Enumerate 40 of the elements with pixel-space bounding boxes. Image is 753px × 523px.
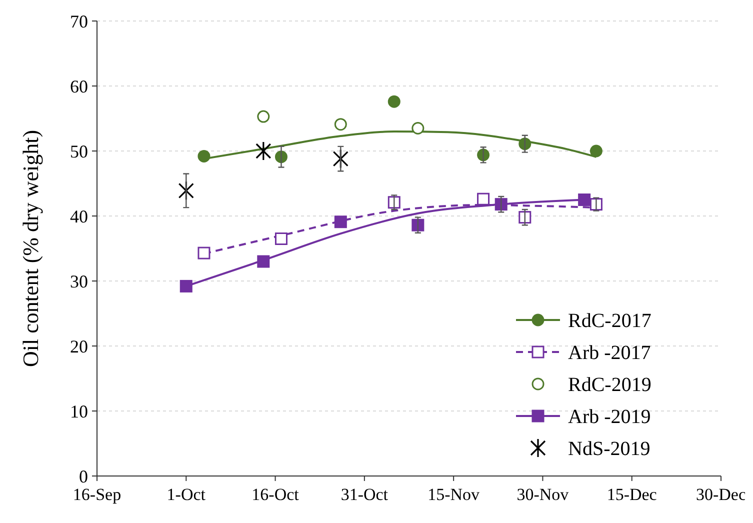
point (518, 211, 532, 224)
x-tick-label: 16-Oct (252, 485, 300, 504)
point (412, 218, 424, 232)
point (257, 255, 270, 268)
y-tick-label: 50 (70, 141, 88, 162)
y-tick-label: 70 (70, 11, 88, 32)
y-tick-label: 0 (79, 466, 88, 486)
point (388, 95, 400, 108)
legend-label: NdS-2019 (568, 438, 650, 460)
point (578, 194, 591, 206)
point (412, 122, 424, 134)
legend-label: Arb -2017 (568, 342, 651, 364)
point (198, 150, 210, 162)
point (388, 196, 400, 209)
x-tick-label: 31-Oct (340, 485, 388, 504)
point (494, 198, 508, 211)
point (180, 280, 192, 292)
x-tick-label: 1-Oct (166, 485, 206, 504)
y-tick-label: 30 (70, 271, 88, 292)
point (334, 118, 347, 131)
x-tick-label: 16-Sep (72, 485, 122, 504)
point (178, 180, 194, 200)
point (257, 110, 270, 123)
x-tick-label: 15-Nov (428, 485, 480, 504)
point (274, 232, 288, 245)
y-tick-label: 20 (70, 336, 88, 356)
point (590, 144, 602, 158)
x-tick-label: 15-Dec (606, 485, 658, 504)
point (334, 216, 347, 228)
legend-label: RdC-2019 (568, 374, 652, 396)
legend-label: RdC-2017 (568, 310, 652, 332)
point (198, 246, 210, 260)
point (256, 141, 272, 161)
point (477, 192, 490, 206)
y-tick-label: 60 (70, 76, 88, 96)
x-tick-label: 30-Nov (516, 485, 570, 504)
y-axis-title: Oil content (% dry weight) (18, 130, 43, 368)
y-tick-label: 40 (70, 206, 88, 226)
y-tick-label: 10 (70, 401, 88, 422)
legend-label: Arb -2019 (568, 406, 651, 428)
